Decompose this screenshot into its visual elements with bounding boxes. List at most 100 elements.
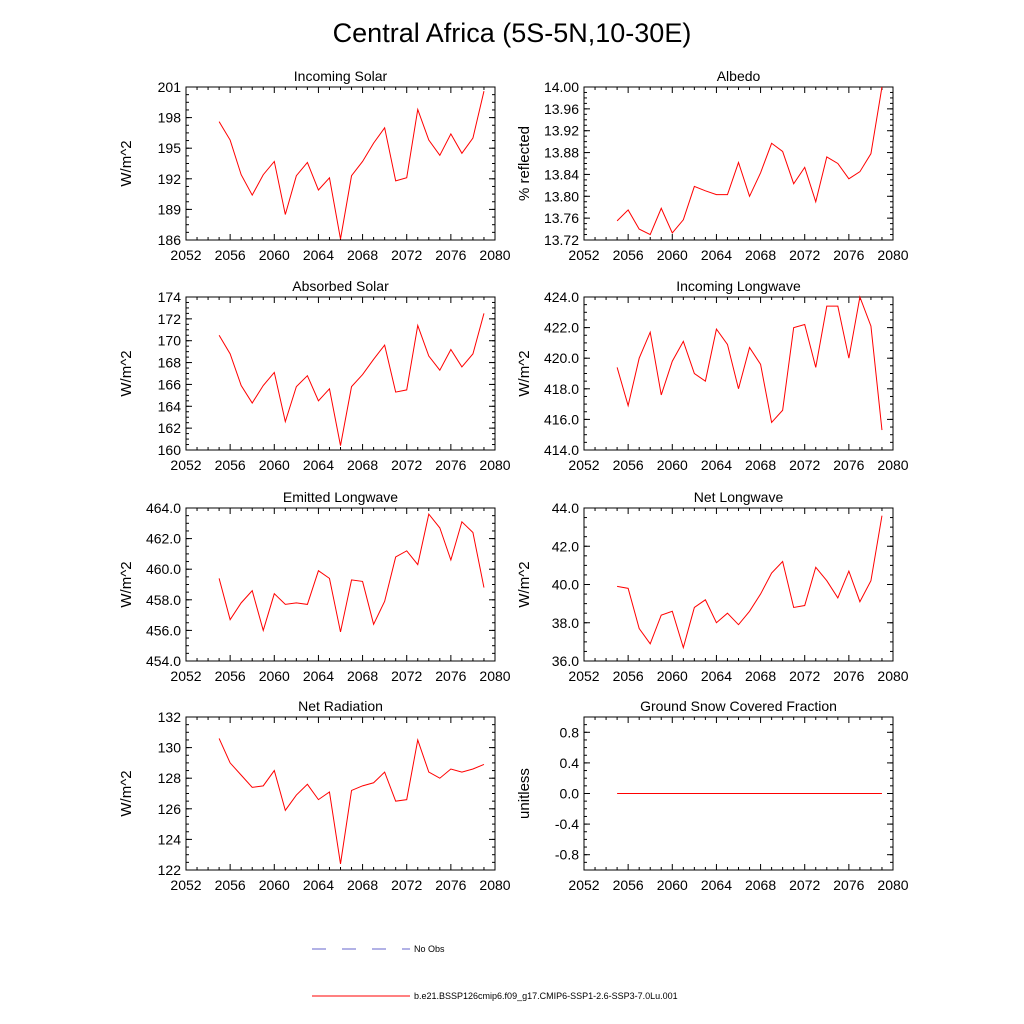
y-axis-label: W/m^2 <box>118 140 135 186</box>
y-tick-label: 13.92 <box>544 123 579 139</box>
y-tick-label: 13.88 <box>544 145 579 161</box>
x-tick-label: 2056 <box>215 668 246 684</box>
panel-emitted-longwave: Emitted Longwave 2052 2056 2060 2064 2068 2072… <box>118 489 511 684</box>
x-tick-label: 2076 <box>435 877 466 893</box>
y-tick-label: 454.0 <box>146 653 181 669</box>
x-tick-label: 2052 <box>170 877 201 893</box>
y-tick-label: 162 <box>158 420 182 436</box>
y-tick-label: 186 <box>158 232 182 248</box>
x-tick-label: 2064 <box>701 668 732 684</box>
x-tick-label: 2056 <box>613 877 644 893</box>
plot-frame <box>185 507 496 662</box>
y-tick-label: 126 <box>158 801 182 817</box>
y-tick-label: 414.0 <box>544 442 579 458</box>
y-axis-label: unitless <box>516 768 533 819</box>
series-line <box>218 737 485 864</box>
panel-net-longwave: Net Longwave 2052 2056 2060 2064 2068 2072 2076… <box>516 489 909 684</box>
y-tick-label: 38.0 <box>552 615 579 631</box>
x-tick-label: 2076 <box>435 457 466 473</box>
x-tick-label: 2052 <box>568 668 599 684</box>
y-tick-label: 172 <box>158 311 182 327</box>
x-tick-label: 2060 <box>259 457 290 473</box>
x-tick-label: 2080 <box>877 668 908 684</box>
y-tick-label: 164 <box>158 398 182 414</box>
x-tick-label: 2080 <box>479 668 510 684</box>
y-tick-label: 13.84 <box>544 166 579 182</box>
y-tick-label: 40.0 <box>552 577 579 593</box>
y-axis-label: W/m^2 <box>118 350 135 396</box>
x-tick-label: 2056 <box>215 247 246 263</box>
x-tick-label: 2064 <box>303 877 334 893</box>
y-axis-label: % reflected <box>516 126 533 201</box>
y-tick-label: 460.0 <box>146 561 181 577</box>
y-tick-label: 160 <box>158 442 182 458</box>
plot-frame <box>185 296 496 451</box>
panel-incoming-solar: Incoming Solar 2052 2056 2060 2064 2068 2072 20… <box>118 68 511 263</box>
y-tick-label: 13.76 <box>544 210 579 226</box>
panel-absorbed-solar: Absorbed Solar 2052 2056 2060 2064 2068 2072 20… <box>118 278 511 473</box>
x-tick-label: 2072 <box>391 877 422 893</box>
x-tick-label: 2068 <box>347 877 378 893</box>
y-tick-label: 170 <box>158 333 182 349</box>
x-tick-label: 2064 <box>701 247 732 263</box>
y-axis-label: W/m^2 <box>118 561 135 607</box>
y-axis-label: W/m^2 <box>516 350 533 396</box>
y-tick-label: 195 <box>158 140 182 156</box>
panel-title: Net Longwave <box>694 489 784 505</box>
x-tick-label: 2064 <box>701 457 732 473</box>
panel-title: Incoming Longwave <box>676 278 801 294</box>
x-tick-label: 2080 <box>877 457 908 473</box>
y-tick-label: 122 <box>158 862 182 878</box>
y-tick-label: 189 <box>158 201 182 217</box>
x-tick-label: 2064 <box>303 247 334 263</box>
series-line <box>617 515 883 650</box>
panel-title: Net Radiation <box>298 698 383 714</box>
x-tick-label: 2080 <box>479 877 510 893</box>
x-tick-label: 2076 <box>833 247 864 263</box>
x-tick-label: 2072 <box>789 668 820 684</box>
x-tick-label: 2060 <box>259 877 290 893</box>
x-tick-label: 2056 <box>215 877 246 893</box>
x-tick-label: 2064 <box>303 457 334 473</box>
panel-title: Absorbed Solar <box>292 278 389 294</box>
panel-ground-snow-covered-fraction: Ground Snow Covered Fraction 2052 2056 2060… <box>516 698 909 893</box>
plot-frame <box>583 507 894 662</box>
x-tick-label: 2060 <box>259 247 290 263</box>
legend-label-model: b.e21.BSSP126cmip6.f09_g17.CMIP6-SSP1-2.… <box>414 991 678 1001</box>
x-tick-label: 2052 <box>170 668 201 684</box>
plot-frame <box>583 296 894 451</box>
y-tick-label: 422.0 <box>544 320 579 336</box>
x-tick-label: 2064 <box>303 668 334 684</box>
y-tick-label: 14.00 <box>544 79 579 95</box>
legend: No Obs b.e21.BSSP126cmip6.f09_g17.CMIP6-… <box>312 944 678 1001</box>
series-line <box>218 313 485 446</box>
series-line <box>616 86 883 236</box>
y-tick-label: 0.0 <box>560 786 580 802</box>
panel-title: Emitted Longwave <box>283 489 398 505</box>
x-tick-label: 2056 <box>613 457 644 473</box>
panels-group: Incoming Solar 2052 2056 2060 2064 2068 2072 20… <box>118 68 909 893</box>
figure-title: Central Africa (5S-5N,10-30E) <box>333 18 692 48</box>
series-line <box>616 295 883 431</box>
plot-frame <box>185 716 496 871</box>
y-tick-label: 192 <box>158 171 182 187</box>
x-tick-label: 2060 <box>657 247 688 263</box>
x-tick-label: 2072 <box>391 668 422 684</box>
x-tick-label: 2068 <box>745 668 776 684</box>
x-tick-label: 2080 <box>877 247 908 263</box>
y-tick-label: 198 <box>158 110 182 126</box>
series-line <box>218 90 485 240</box>
x-tick-label: 2076 <box>833 877 864 893</box>
y-tick-label: 0.4 <box>560 755 580 771</box>
x-tick-label: 2064 <box>701 877 732 893</box>
x-tick-label: 2068 <box>745 247 776 263</box>
x-tick-label: 2052 <box>568 877 599 893</box>
panel-title: Incoming Solar <box>294 68 388 84</box>
y-tick-label: 458.0 <box>146 592 181 608</box>
panel-title: Ground Snow Covered Fraction <box>640 698 837 714</box>
x-tick-label: 2068 <box>347 668 378 684</box>
y-tick-label: 132 <box>158 709 182 725</box>
x-tick-label: 2052 <box>170 247 201 263</box>
x-tick-label: 2076 <box>435 668 466 684</box>
